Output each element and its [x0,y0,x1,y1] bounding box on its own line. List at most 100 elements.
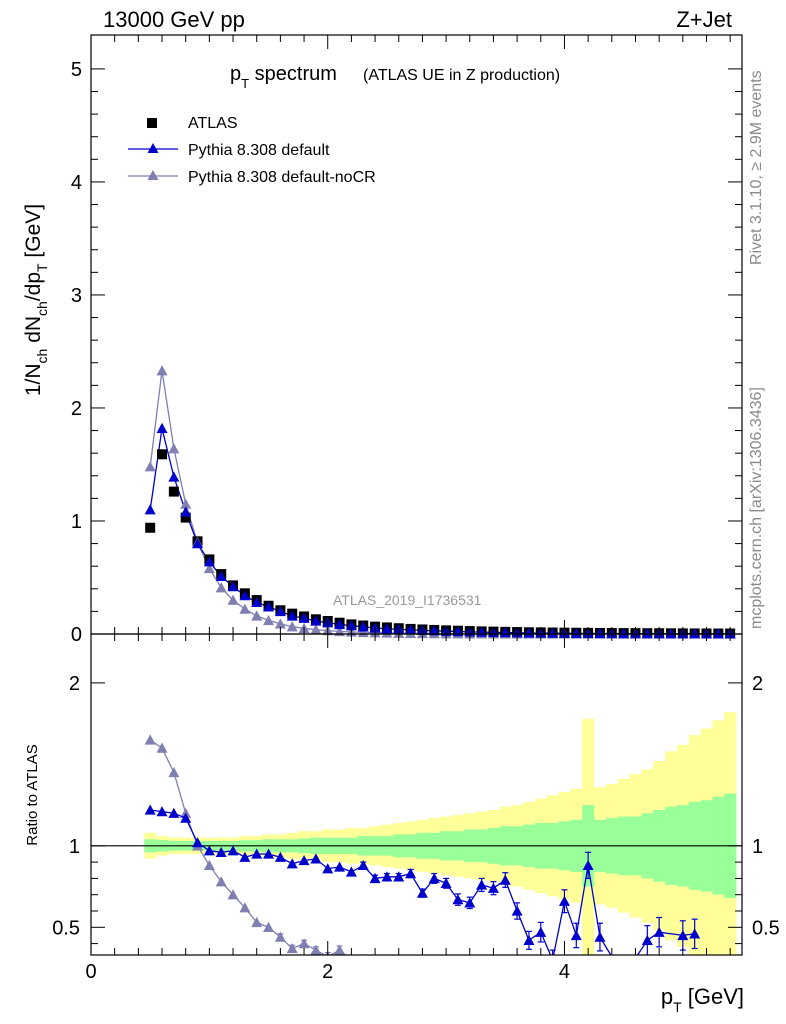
ratio-point-nocr [156,742,168,753]
ratio-point-nocr [239,902,251,913]
ratio-point-default [405,868,417,879]
mc-data-point-default [251,596,263,608]
mc-data-point-default [665,628,677,639]
ratio-panel: 0.5 0.5 1 1 2 2 0 2 4 Ratio to ATLAS pT [GeV] [24,633,780,1015]
ratio-point-default [156,806,168,817]
ratio-point-nocr [251,916,263,928]
ratio-point-default [464,897,476,908]
mcplots-label: mcplots.cern.ch [arXiv:1306.3436] [748,387,765,629]
y-tick-label: 4 [71,172,82,194]
ratio-axis-ticks: 0.5 0.5 1 1 2 2 0 2 4 [52,634,780,983]
mc-data-point-nocr [263,614,275,626]
mc-data-point-nocr [239,603,251,614]
ratio-y-tick-label-right: 1 [752,836,763,858]
x-tick-label: 4 [559,961,570,983]
mc-data-point-nocr [156,365,168,376]
mc-data-point-nocr [168,443,180,454]
ratio-point-nocr [203,859,215,871]
mc-data-point-default [239,590,251,601]
x-axis-label: pT [GeV] [661,984,744,1015]
ratio-point-default [322,863,334,874]
mc-data-point-default [405,624,417,635]
mc-data-point-nocr [180,498,192,509]
ratio-point-default [180,812,192,823]
mc-data-point-default [428,625,440,636]
ratio-point-default [440,877,452,888]
ratio-point-default [192,837,204,848]
y-tick-label: 0 [71,624,82,646]
ratio-point-nocr [351,954,352,955]
ratio-point-default [239,851,251,862]
ratio-point-default [393,871,405,882]
ratio-point-nocr [274,931,286,942]
mc-data-point-default [618,628,630,639]
ratio-point-default [558,895,570,906]
mc-data-point-nocr [286,621,298,632]
ratio-point-default [641,934,653,946]
mc-data-point-default [168,471,180,482]
process-label: Z+Jet [676,7,732,32]
ratio-point-default [369,872,381,884]
y-tick-label: 5 [71,59,82,81]
legend-entry-default: Pythia 8.308 default [128,142,330,159]
ratio-point-default [345,866,357,877]
mc-data-point-default [570,627,582,639]
atlas-data-point [180,512,191,523]
ratio-point-nocr [144,734,156,745]
mc-data-point-default [286,610,298,621]
ratio-point-nocr [298,938,310,949]
y-tick-label: 3 [71,285,82,307]
x-tick-label: 0 [85,961,96,983]
ratio-plot-frame [90,633,743,956]
main-axis-ticks: 0 1 2 3 4 5 [71,35,742,646]
ratio-point-default [677,929,689,941]
rivet-label: Rivet 3.1.10, ≥ 2.9M events [748,70,765,265]
ratio-y-tick-label: 2 [69,673,80,695]
ratio-point-default [416,887,428,898]
mc-data-point-default [144,504,156,515]
ratio-point-nocr [215,876,227,887]
x-tick-label: 2 [322,961,333,983]
main-title: pT spectrum [230,63,337,91]
mc-data-point-default [310,615,322,626]
ratio-point-nocr [168,767,180,778]
ratio-plot-data [91,712,742,955]
mc-data-point-default [203,556,215,567]
ratio-point-default [227,845,239,856]
mc-data-point-default [381,623,393,634]
ratio-point-default [263,848,275,859]
atlas-data-point [145,522,156,533]
main-subtitle: (ATLAS UE in Z production) [363,67,560,84]
ratio-point-default [582,859,594,871]
mc-data-point-nocr [203,562,215,574]
ratio-point-default [215,846,227,858]
mc-data-point-default [215,570,227,582]
mc-data-point-nocr [251,610,263,621]
legend-label-nocr: Pythia 8.308 default-noCR [188,169,376,186]
y-tick-label: 2 [71,398,82,420]
legend-entry-atlas: ATLAS [147,115,238,132]
ratio-point-nocr [263,921,275,932]
ratio-point-default [653,926,665,937]
legend-triangle-marker [147,143,159,153]
mc-data-point-default [523,627,535,638]
ratio-y-tick-label: 1 [69,836,80,858]
ratio-y-axis-label: Ratio to ATLAS [24,744,41,845]
atlas-data-point [168,486,179,497]
ratio-point-default [487,882,499,893]
ratio-y-tick-label-right: 2 [752,673,763,695]
ratio-point-default [203,845,215,856]
mc-data-point-default [263,601,275,612]
mc-data-point-default [180,506,192,517]
ratio-point-nocr [227,889,239,900]
ratio-point-nocr [334,944,346,955]
legend-label-default: Pythia 8.308 default [188,142,330,159]
mc-data-point-nocr [227,594,239,605]
ratio-point-default [570,929,582,941]
mc-data-point-default [499,627,511,638]
y-tick-label: 1 [71,511,82,533]
mc-data-point-default [689,628,701,639]
ratio-point-default [274,851,286,862]
mc-data-point-default [547,627,559,638]
ratio-point-default [428,872,440,884]
